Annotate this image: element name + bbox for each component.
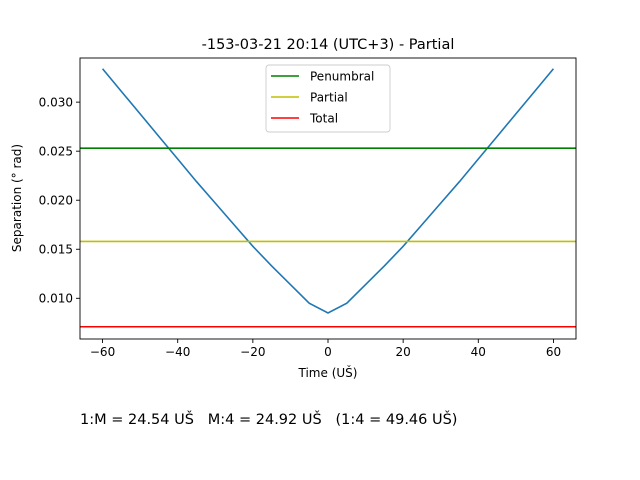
x-tick-label: 0 xyxy=(324,345,332,359)
x-tick-label: 60 xyxy=(546,345,561,359)
y-tick-label: 0.020 xyxy=(39,194,73,208)
x-tick-label: −20 xyxy=(240,345,265,359)
x-axis: −60 −40 −20 0 20 40 60 xyxy=(90,339,561,359)
x-tick-label: 40 xyxy=(471,345,486,359)
x-tick-label: −40 xyxy=(165,345,190,359)
chart-title: -153-03-21 20:14 (UTC+3) - Partial xyxy=(202,37,455,53)
legend-label: Penumbral xyxy=(310,69,374,83)
x-tick-label: −60 xyxy=(90,345,115,359)
contact-times-summary: 1:M = 24.54 UŠ M:4 = 24.92 UŠ (1:4 = 49.… xyxy=(80,412,458,428)
y-tick-label: 0.010 xyxy=(39,292,73,306)
legend-box xyxy=(265,64,391,133)
plot-area xyxy=(80,68,576,328)
y-tick-label: 0.015 xyxy=(39,243,73,257)
legend-label: Partial xyxy=(310,90,348,104)
x-tick-label: 20 xyxy=(396,345,411,359)
y-tick-label: 0.025 xyxy=(39,144,73,158)
x-axis-label: Time (UŠ) xyxy=(298,365,358,380)
separation-curve xyxy=(101,68,555,314)
legend-label: Total xyxy=(309,111,338,125)
y-axis: 0.010 0.015 0.020 0.025 0.030 xyxy=(39,95,80,306)
y-tick-label: 0.030 xyxy=(39,95,73,109)
y-axis-label: Separation (° rad) xyxy=(10,144,24,252)
legend: Penumbral Partial Total xyxy=(265,64,391,133)
